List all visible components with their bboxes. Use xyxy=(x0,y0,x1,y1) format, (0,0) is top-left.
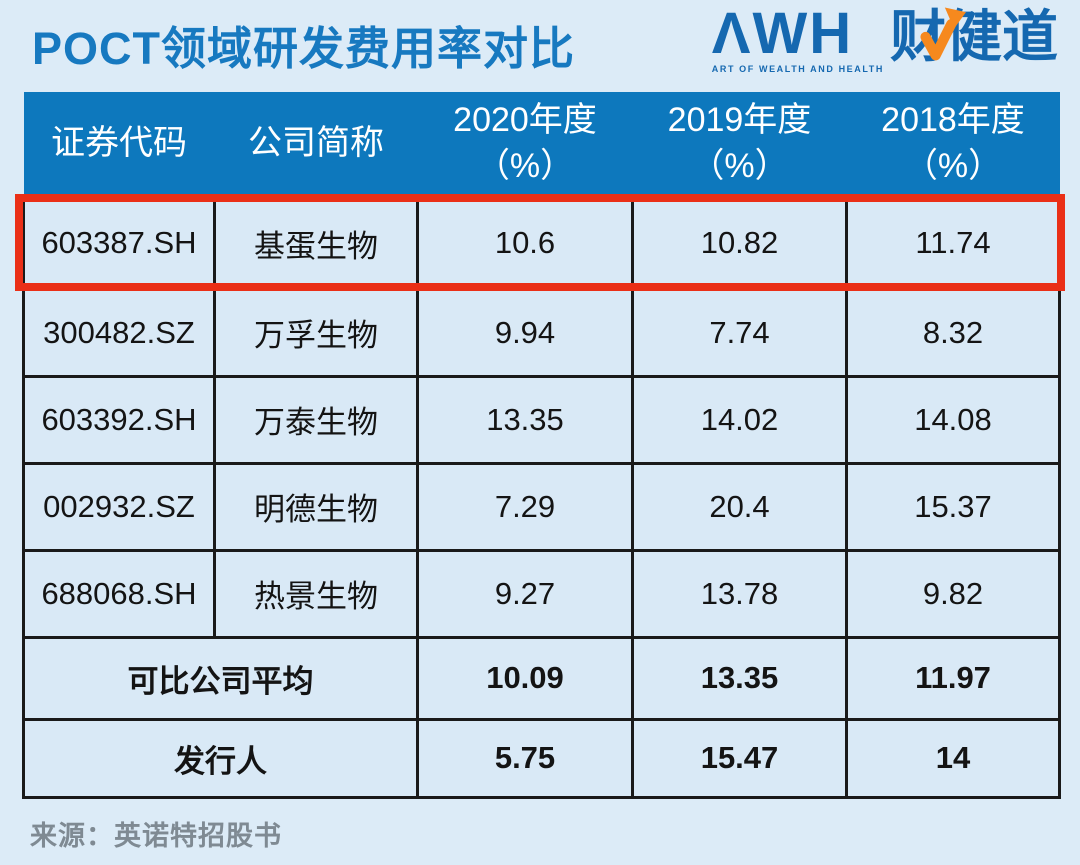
table-row-jidan: 603387.SH 基蛋生物 10.6 10.82 11.74 xyxy=(22,195,1061,291)
col-header-code: 证券代码 xyxy=(23,92,215,197)
cell-2019: 13.35 xyxy=(631,635,848,721)
logo-wordmark-block: ΛWH ART OF WEALTH AND HEALTH xyxy=(711,1,884,75)
page-title: POCT领域研发费用率对比 xyxy=(32,23,576,74)
cell-summary-label: 发行人 xyxy=(22,717,419,799)
cell-2018: 11.97 xyxy=(845,635,1061,721)
logo-brand: 财健道 xyxy=(890,6,1058,68)
col-header-2019-year: 2019年度 xyxy=(667,100,812,139)
col-header-2020-year: 2020年度 xyxy=(453,100,597,139)
col-header-2019-pct: （%） xyxy=(690,146,789,185)
logo-tagline: ART OF WEALTH AND HEALTH xyxy=(711,64,884,75)
cell-code: 300482.SZ xyxy=(22,287,216,378)
table-header: 证券代码 公司简称 2020年度 （%） 2019年度 （%） 2018年度 （%） xyxy=(23,92,1060,197)
cell-2018: 9.82 xyxy=(845,548,1061,639)
cell-code: 603387.SH xyxy=(22,195,216,291)
table-row-mingde: 002932.SZ 明德生物 7.29 20.4 15.37 xyxy=(22,461,1061,552)
source-note: 来源：英诺特招股书 xyxy=(30,821,282,851)
cell-name: 万孚生物 xyxy=(213,287,419,378)
logo-wordmark: ΛWH xyxy=(711,1,854,66)
table-body: 603387.SH 基蛋生物 10.6 10.82 11.74 300482.S… xyxy=(22,195,1061,799)
cell-2020: 13.35 xyxy=(416,374,634,465)
table-row-issuer: 发行人 5.75 15.47 14 xyxy=(22,717,1061,799)
awh-caijiandao-logo: ΛWH ART OF WEALTH AND HEALTH 财健道 xyxy=(711,1,1058,75)
cell-2018: 15.37 xyxy=(845,461,1061,552)
col-header-2020: 2020年度 （%） xyxy=(417,92,633,197)
cell-summary-label: 可比公司平均 xyxy=(22,635,419,721)
cell-2020: 9.94 xyxy=(416,287,634,378)
cell-2019: 15.47 xyxy=(631,717,848,799)
cell-2019: 14.02 xyxy=(631,374,848,465)
col-header-name: 公司简称 xyxy=(214,92,418,197)
col-header-2018-year: 2018年度 xyxy=(881,100,1025,139)
cell-2020: 5.75 xyxy=(416,717,634,799)
cell-name: 明德生物 xyxy=(213,461,419,552)
cell-code: 688068.SH xyxy=(22,548,216,639)
cell-2019: 7.74 xyxy=(631,287,848,378)
cell-2018: 8.32 xyxy=(845,287,1061,378)
col-header-2018-pct: （%） xyxy=(903,146,1003,185)
cell-2019: 13.78 xyxy=(631,548,848,639)
cell-2020: 9.27 xyxy=(416,548,634,639)
cell-2018: 11.74 xyxy=(845,195,1061,291)
comparison-table: 证券代码 公司简称 2020年度 （%） 2019年度 （%） 2018年度 （%） … xyxy=(22,92,1061,799)
cell-2020: 7.29 xyxy=(416,461,634,552)
comparison-table-wrap: 证券代码 公司简称 2020年度 （%） 2019年度 （%） 2018年度 （%） … xyxy=(15,92,1065,799)
cell-code: 603392.SH xyxy=(22,374,216,465)
logo-brand-text: 财健道 xyxy=(890,5,1058,68)
table-row-rejing: 688068.SH 热景生物 9.27 13.78 9.82 xyxy=(22,548,1061,639)
cell-2018: 14.08 xyxy=(845,374,1061,465)
cell-name: 热景生物 xyxy=(213,548,419,639)
col-header-2020-pct: （%） xyxy=(475,146,575,185)
cell-2019: 10.82 xyxy=(631,195,848,291)
cell-2019: 20.4 xyxy=(631,461,848,552)
table-row-average: 可比公司平均 10.09 13.35 11.97 xyxy=(22,635,1061,721)
table-row-wantai: 603392.SH 万泰生物 13.35 14.02 14.08 xyxy=(22,374,1061,465)
cell-code: 002932.SZ xyxy=(22,461,216,552)
col-header-2018: 2018年度 （%） xyxy=(846,92,1060,197)
cell-2018: 14 xyxy=(845,717,1061,799)
cell-name: 基蛋生物 xyxy=(213,195,419,291)
cell-2020: 10.09 xyxy=(416,635,634,721)
header-row: 证券代码 公司简称 2020年度 （%） 2019年度 （%） 2018年度 （%） xyxy=(23,92,1060,197)
cell-2020: 10.6 xyxy=(416,195,634,291)
col-header-2019: 2019年度 （%） xyxy=(632,92,847,197)
cell-name: 万泰生物 xyxy=(213,374,419,465)
table-row-wanfu: 300482.SZ 万孚生物 9.94 7.74 8.32 xyxy=(22,287,1061,378)
